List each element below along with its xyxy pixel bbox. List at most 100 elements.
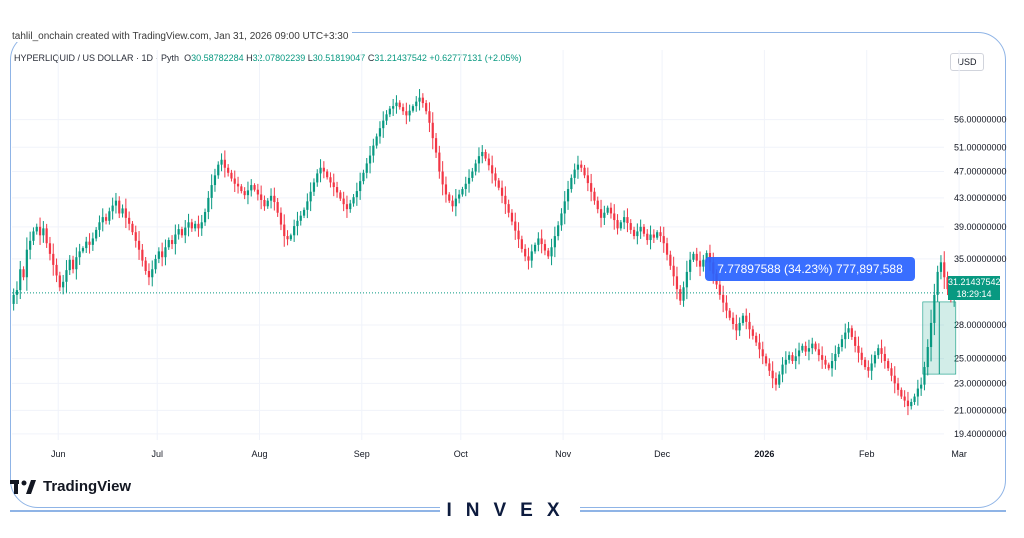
candle-body [411,106,415,111]
candle [388,105,391,118]
candle-body [474,163,477,172]
candle [210,174,213,210]
low-label: L [307,53,313,63]
candle-body [296,220,299,227]
candle [75,247,78,280]
measure-label: 7.77897588 (34.23%) 777,897,588 [705,257,915,281]
candle-body [71,259,75,270]
open-value: 30.58782284 [191,53,244,63]
candle [48,236,52,261]
candle [540,229,543,254]
x-tick-label: Dec [654,449,671,459]
candle-body [583,167,586,176]
candle [296,211,299,236]
candle-body [854,336,857,346]
candle [500,180,504,204]
candle [603,205,606,225]
currency-button[interactable]: USD [950,53,984,71]
candle [200,214,203,236]
candle-body [821,355,824,360]
candle [454,189,457,217]
candle [672,256,675,286]
candle [850,325,853,340]
candle-body [276,202,279,213]
candle [118,196,121,219]
candle-body [408,110,411,116]
candle [844,323,847,349]
candle [510,209,514,226]
candle [613,204,616,230]
candle [893,366,896,394]
candle-body [217,164,220,176]
candle-body [933,294,936,323]
candle-body [48,243,52,254]
candle [289,233,292,241]
change-value: +0.62777131 (+2.05%) [429,53,522,63]
candle-body [124,208,127,218]
tradingview-logo[interactable]: TradingView [10,478,131,495]
candle-body [606,207,609,213]
candle [233,170,236,193]
symbol-legend: HYPERLIQUID / US DOLLAR · 1D · Pyth O30.… [14,53,521,63]
candle-body [180,229,184,236]
candle-body [425,103,428,112]
candle-body [332,182,335,188]
candle [524,244,527,262]
candle-body [339,192,342,199]
candle-body [108,211,111,221]
candle [801,343,804,353]
candle [137,231,141,260]
x-tick-label: Oct [454,449,469,459]
candle-body [867,367,870,371]
candle-body [807,348,811,352]
candle [804,341,807,356]
candle [791,352,794,364]
candle [774,372,778,391]
candle [481,145,484,164]
candle-body [359,181,362,192]
candle [906,391,910,416]
candle [788,351,791,364]
candle-body [418,97,421,102]
candle [434,133,438,158]
candle [147,263,151,286]
candle-body [764,356,768,364]
high-value: 32.07802239 [252,53,306,63]
x-tick-label: Jun [51,449,66,459]
candle [441,161,444,196]
candle-body [144,260,147,272]
candle [580,160,583,173]
candle [566,180,570,210]
candle [458,189,461,204]
candle [293,219,296,242]
candle-body [382,120,385,129]
candle-body [873,355,877,364]
candle [768,358,771,377]
candle-body [675,276,679,290]
candle-body [844,332,847,340]
candle [207,191,210,220]
candle-body [454,198,457,207]
symbol-name[interactable]: HYPERLIQUID / US DOLLAR · 1D · Pyth [14,53,180,63]
candle-body [428,111,431,123]
candle-body [758,342,761,350]
candle [689,251,692,281]
candle [659,226,662,243]
candle [444,176,448,203]
candle [263,195,266,211]
candle [385,110,388,125]
candle [860,347,863,366]
candle [451,195,454,212]
candle-body [672,265,675,277]
candle [217,161,220,179]
candle [395,95,398,114]
candle [167,237,170,250]
candle [415,96,418,112]
candle-body [629,223,632,230]
candle-body [322,167,325,172]
candle [223,150,226,178]
candle-body [55,264,58,276]
candle [847,321,850,340]
candle-body [260,194,263,200]
